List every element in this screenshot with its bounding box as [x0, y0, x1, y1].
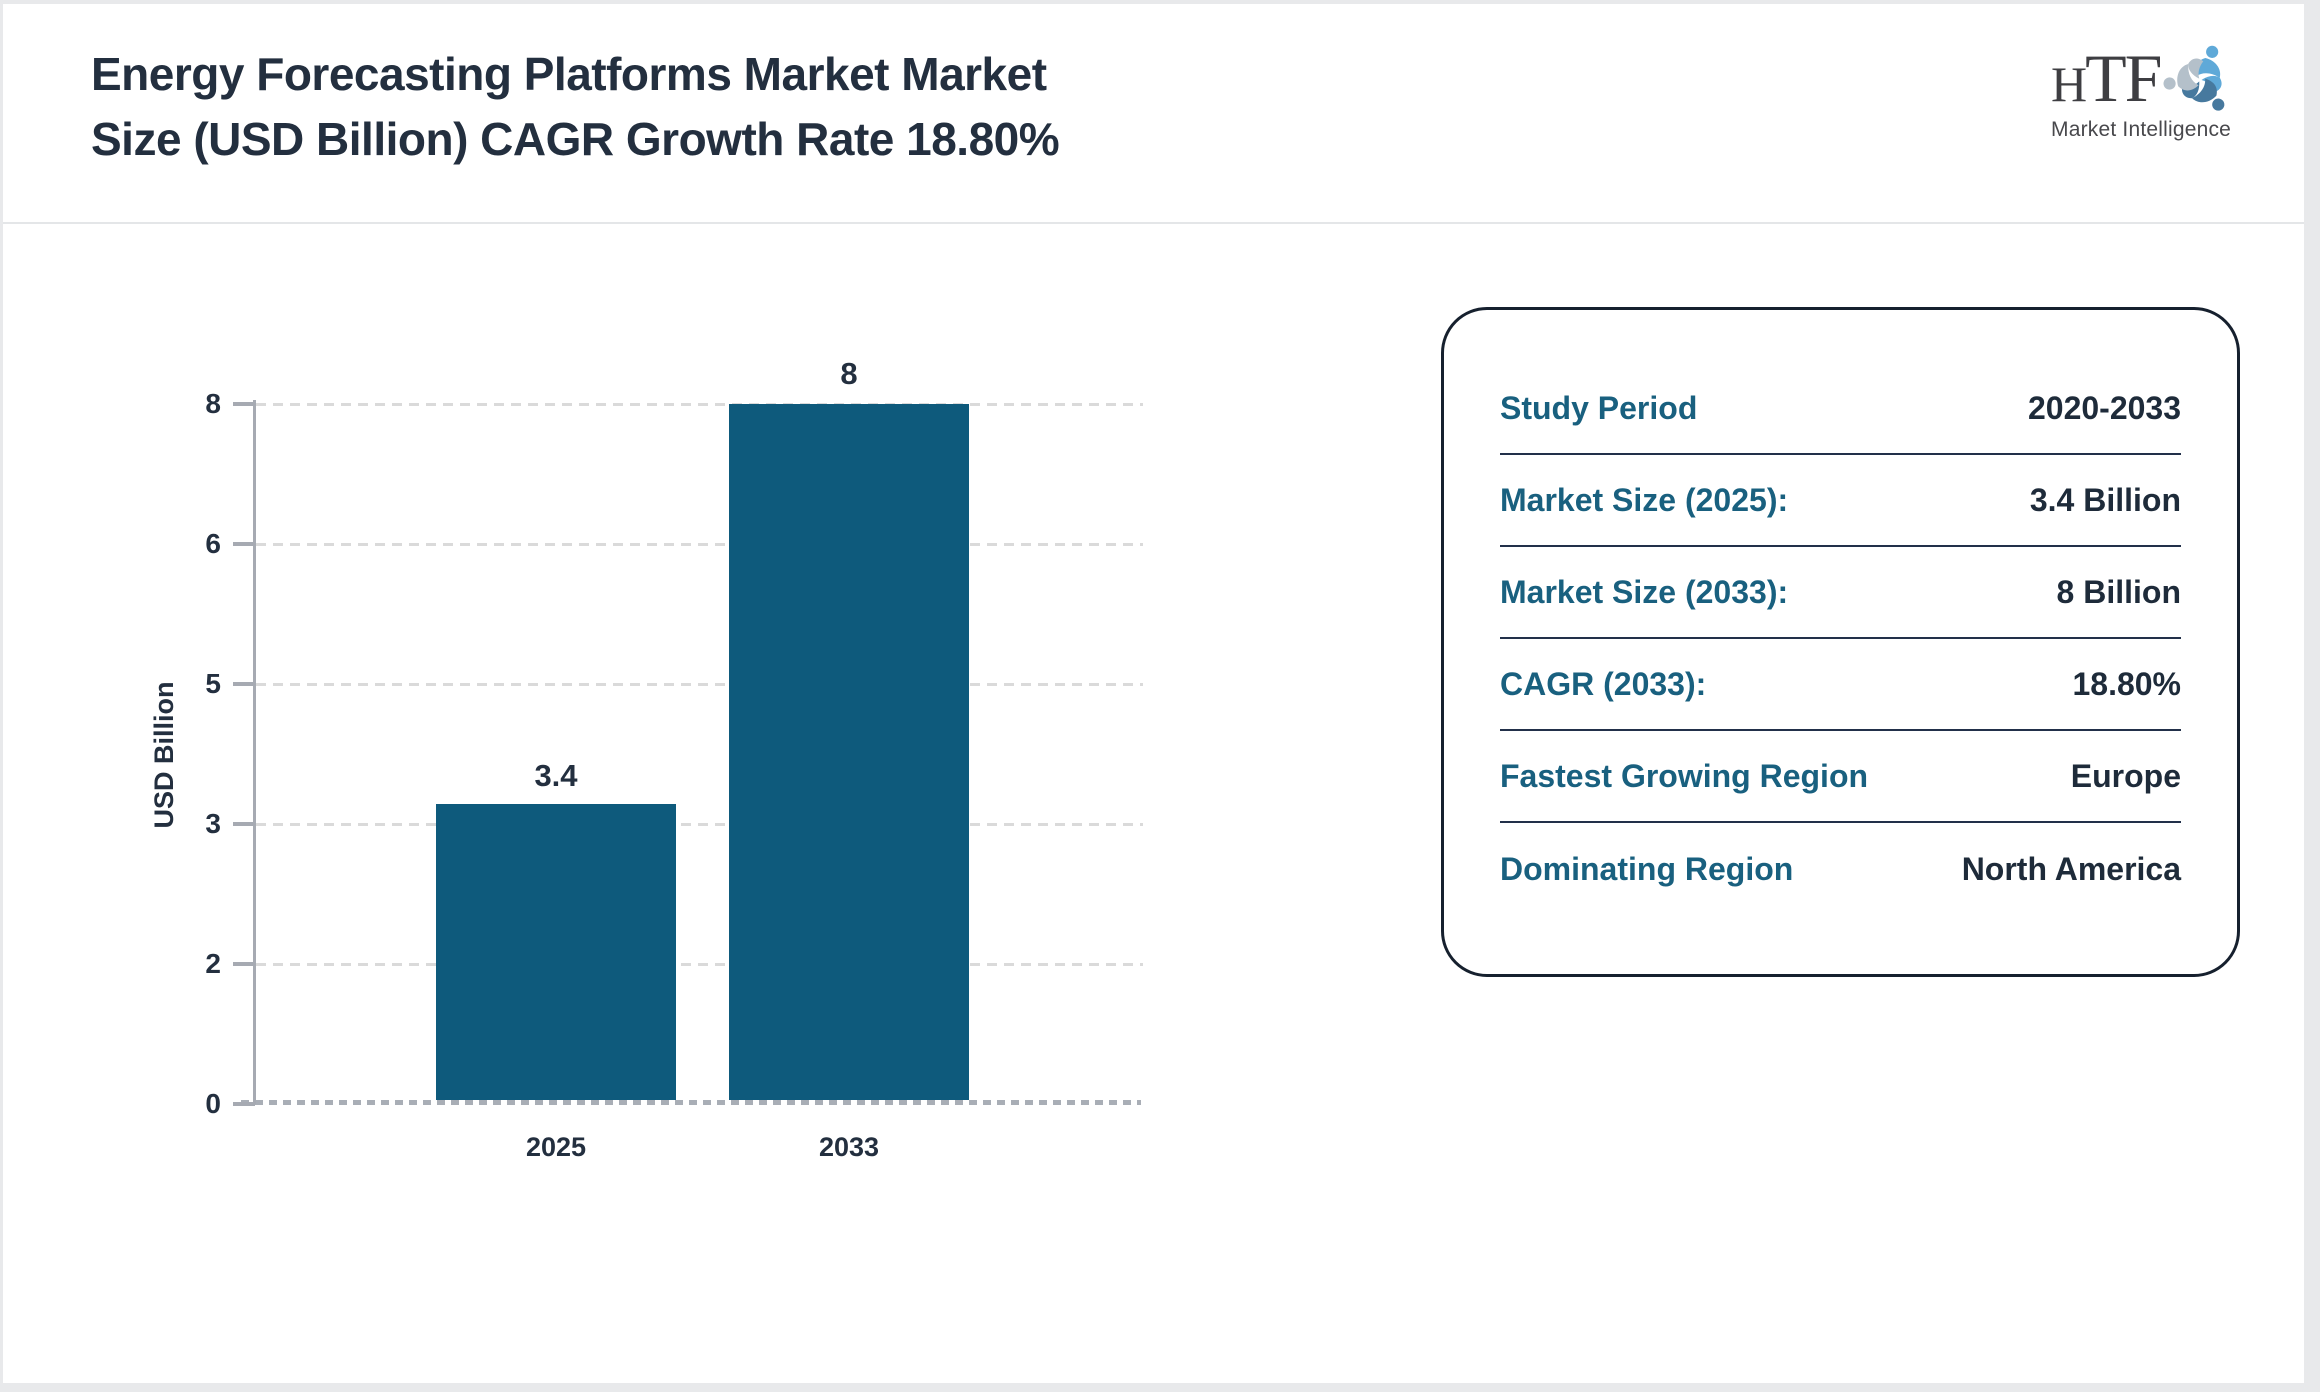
htf-logo: HTF Market Intelligence: [2051, 38, 2246, 142]
summary-row-market-size-2033: Market Size (2033): 8 Billion: [1500, 547, 2181, 639]
y-tick-mark-0: [233, 1102, 255, 1106]
summary-label: Market Size (2025):: [1500, 481, 1789, 518]
summary-value: Europe: [2070, 757, 2181, 794]
y-tick-mark-3: [233, 822, 255, 826]
summary-label: Dominating Region: [1500, 850, 1794, 887]
gridline-6: [256, 543, 1143, 546]
gridline-8: [256, 403, 1143, 406]
gridline-3: [256, 823, 1143, 826]
header-divider: [3, 222, 2304, 224]
y-tick-label-2: 2: [205, 948, 221, 979]
summary-value: 2020-2033: [2027, 389, 2181, 426]
x-axis-label-2033: 2033: [818, 1132, 880, 1162]
summary-row-dominating-region: Dominating Region North America: [1500, 823, 2181, 915]
bar-value-2025: 3.4: [534, 758, 578, 793]
summary-label: Market Size (2033):: [1500, 573, 1789, 610]
y-tick-mark-5: [233, 682, 255, 686]
y-axis-line: [253, 400, 256, 1104]
summary-value: 8 Billion: [2056, 573, 2181, 610]
x-axis-label-2025: 2025: [525, 1132, 587, 1162]
summary-row-market-size-2025: Market Size (2025): 3.4 Billion: [1500, 455, 2181, 547]
htf-logo-top: HTF: [2051, 38, 2246, 124]
htf-logo-subtext: Market Intelligence: [2051, 118, 2232, 141]
x-axis-baseline: [241, 1100, 1141, 1105]
bar-2025: [436, 804, 676, 1100]
market-summary-panel: Study Period 2020-2033 Market Size (2025…: [1441, 307, 2240, 977]
summary-row-study-period: Study Period 2020-2033: [1500, 363, 2181, 455]
summary-label: CAGR (2033):: [1500, 665, 1707, 702]
market-summary-rows: Study Period 2020-2033 Market Size (2025…: [1500, 363, 2181, 915]
summary-label: Study Period: [1500, 389, 1698, 426]
summary-value: North America: [1961, 850, 2181, 887]
gridline-2: [256, 963, 1143, 966]
bar-value-2033: 8: [840, 356, 858, 391]
page-title-line2: Size (USD Billion) CAGR Growth Rate 18.8…: [91, 113, 1060, 165]
y-axis-title: USD Billion: [149, 681, 179, 829]
page-title: Energy Forecasting Platforms Market Mark…: [91, 42, 1060, 172]
y-tick-mark-6: [233, 542, 255, 546]
y-tick-label-8: 8: [205, 388, 221, 419]
y-tick-label-3: 3: [205, 808, 221, 839]
y-tick-label-0: 0: [205, 1088, 221, 1119]
page-title-line1: Energy Forecasting Platforms Market Mark…: [91, 48, 1047, 100]
summary-value: 3.4 Billion: [2029, 481, 2181, 518]
y-tick-mark-8: [233, 402, 255, 406]
page-canvas: Energy Forecasting Platforms Market Mark…: [3, 4, 2304, 1383]
y-tick-label-6: 6: [205, 528, 221, 559]
bar-2033: [729, 404, 969, 1100]
htf-logo-letter-h: H: [2051, 56, 2087, 112]
y-tick-label-5: 5: [205, 668, 221, 699]
htf-logo-text: HTF: [2051, 38, 2162, 124]
swirl-figures-icon: [2163, 45, 2225, 111]
gridline-5: [256, 683, 1143, 686]
summary-label: Fastest Growing Region: [1500, 757, 1869, 794]
summary-value: 18.80%: [2072, 665, 2181, 702]
htf-logo-letters-tf: TF: [2085, 40, 2162, 116]
y-tick-mark-2: [233, 962, 255, 966]
summary-row-fastest-growing-region: Fastest Growing Region Europe: [1500, 731, 2181, 823]
summary-row-cagr: CAGR (2033): 18.80%: [1500, 639, 2181, 731]
